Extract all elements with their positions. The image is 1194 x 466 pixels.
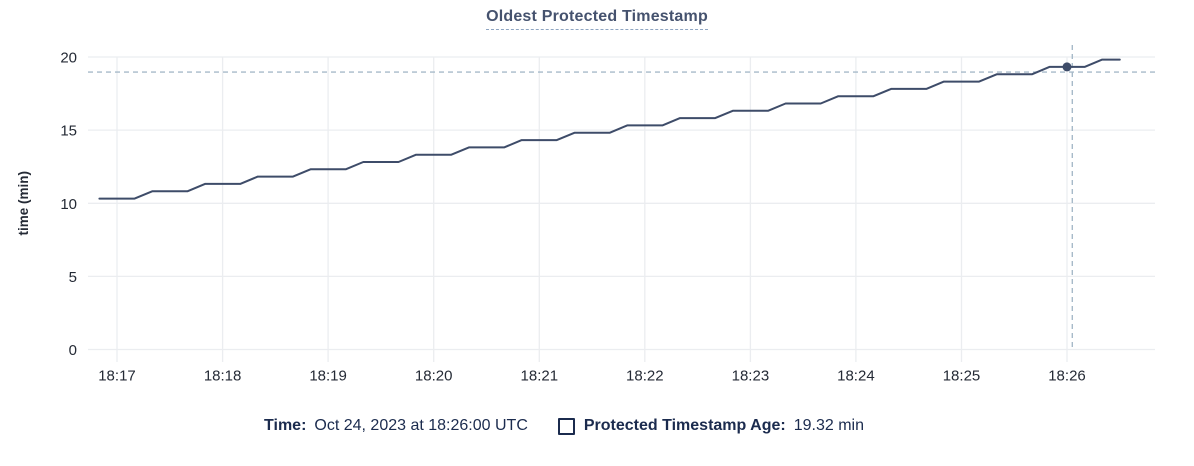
x-tick-label: 18:21 [521,368,559,385]
x-tick-label: 18:22 [626,368,664,385]
y-tick-label: 5 [69,269,77,286]
legend-time: Time: Oct 24, 2023 at 18:26:00 UTC [264,417,528,435]
x-tick-label: 18:26 [1048,368,1086,385]
x-tick-label: 18:24 [837,368,875,385]
y-axis-title: time (min) [16,171,31,236]
legend-series-label: Protected Timestamp Age: [583,417,786,434]
y-tick-label: 0 [69,342,77,359]
chart-title-row: Oldest Protected Timestamp [0,8,1194,30]
chart-title[interactable]: Oldest Protected Timestamp [486,8,708,30]
x-tick-label: 18:20 [415,368,453,385]
y-tick-label: 20 [60,50,77,67]
legend-series-toggle[interactable]: Protected Timestamp Age: 19.32 min [557,417,864,435]
y-tick-label: 15 [60,123,77,140]
series-line [98,58,1121,200]
x-tick-label: 18:25 [943,368,981,385]
x-tick-label: 18:17 [98,368,136,385]
x-tick-label: 18:19 [309,368,347,385]
chart-legend: Time: Oct 24, 2023 at 18:26:00 UTC Prote… [0,417,1194,435]
legend-series-value: 19.32 min [793,417,864,434]
legend-time-value: Oct 24, 2023 at 18:26:00 UTC [314,417,528,434]
chart-plot[interactable]: 0 5 10 15 20 18:17 18:18 18:19 18:20 18:21 18:22 18… [0,0,1194,400]
hover-point-dot [1062,62,1072,72]
legend-time-label: Time: [264,417,307,434]
series-checkbox[interactable] [557,417,575,435]
x-tick-label: 18:23 [732,368,770,385]
y-tick-label: 10 [60,196,77,213]
x-tick-label: 18:18 [204,368,242,385]
